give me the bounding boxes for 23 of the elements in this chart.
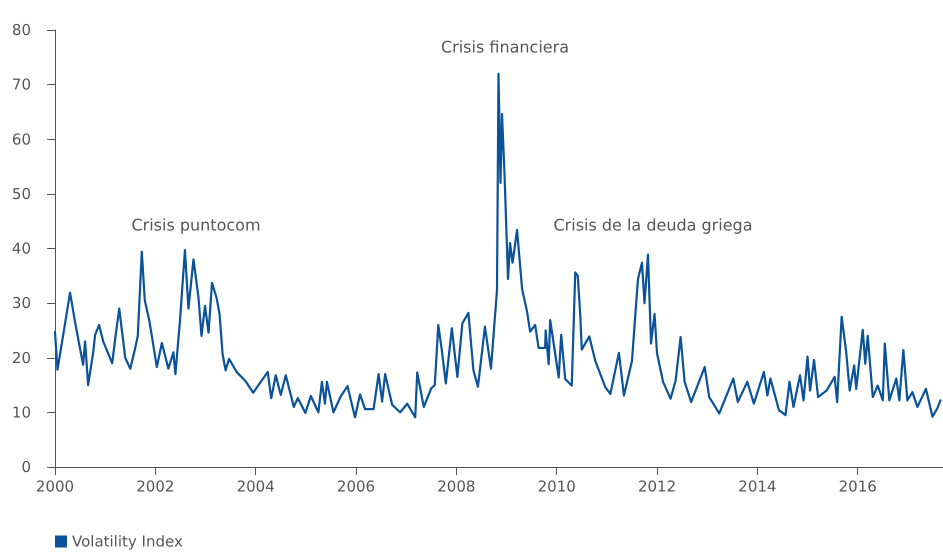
x-tick-label: 2004 bbox=[236, 478, 275, 496]
x-tick-label: 2000 bbox=[36, 478, 74, 496]
annotation: Crisis puntocom bbox=[131, 216, 261, 234]
y-tick-label: 30 bbox=[12, 294, 31, 312]
y-tick-label: 10 bbox=[12, 403, 31, 422]
y-tick-label: 40 bbox=[12, 240, 31, 258]
y-tick-label: 50 bbox=[12, 184, 31, 203]
annotation: Crisis financiera bbox=[440, 38, 570, 56]
y-tick-label: 60 bbox=[12, 130, 31, 148]
x-tick-label: 2008 bbox=[437, 478, 476, 496]
x-tick-label: 2010 bbox=[538, 478, 576, 496]
x-tick-label: 2002 bbox=[136, 478, 174, 496]
y-tick-label: 70 bbox=[12, 76, 31, 94]
annotation: Crisis de la deuda griega bbox=[554, 216, 752, 234]
x-tick-label: 2006 bbox=[336, 478, 376, 496]
legend-label: Volatility Index bbox=[72, 532, 183, 550]
line-series bbox=[54, 72, 942, 418]
x-tick-label: 2016 bbox=[838, 478, 877, 496]
x-tick-label: 2012 bbox=[638, 478, 676, 496]
x-tick-label: 2014 bbox=[738, 478, 776, 496]
y-tick-label: 80 bbox=[12, 21, 31, 39]
y-tick-label: 20 bbox=[12, 348, 31, 367]
y-tick-label: 0 bbox=[21, 458, 31, 476]
